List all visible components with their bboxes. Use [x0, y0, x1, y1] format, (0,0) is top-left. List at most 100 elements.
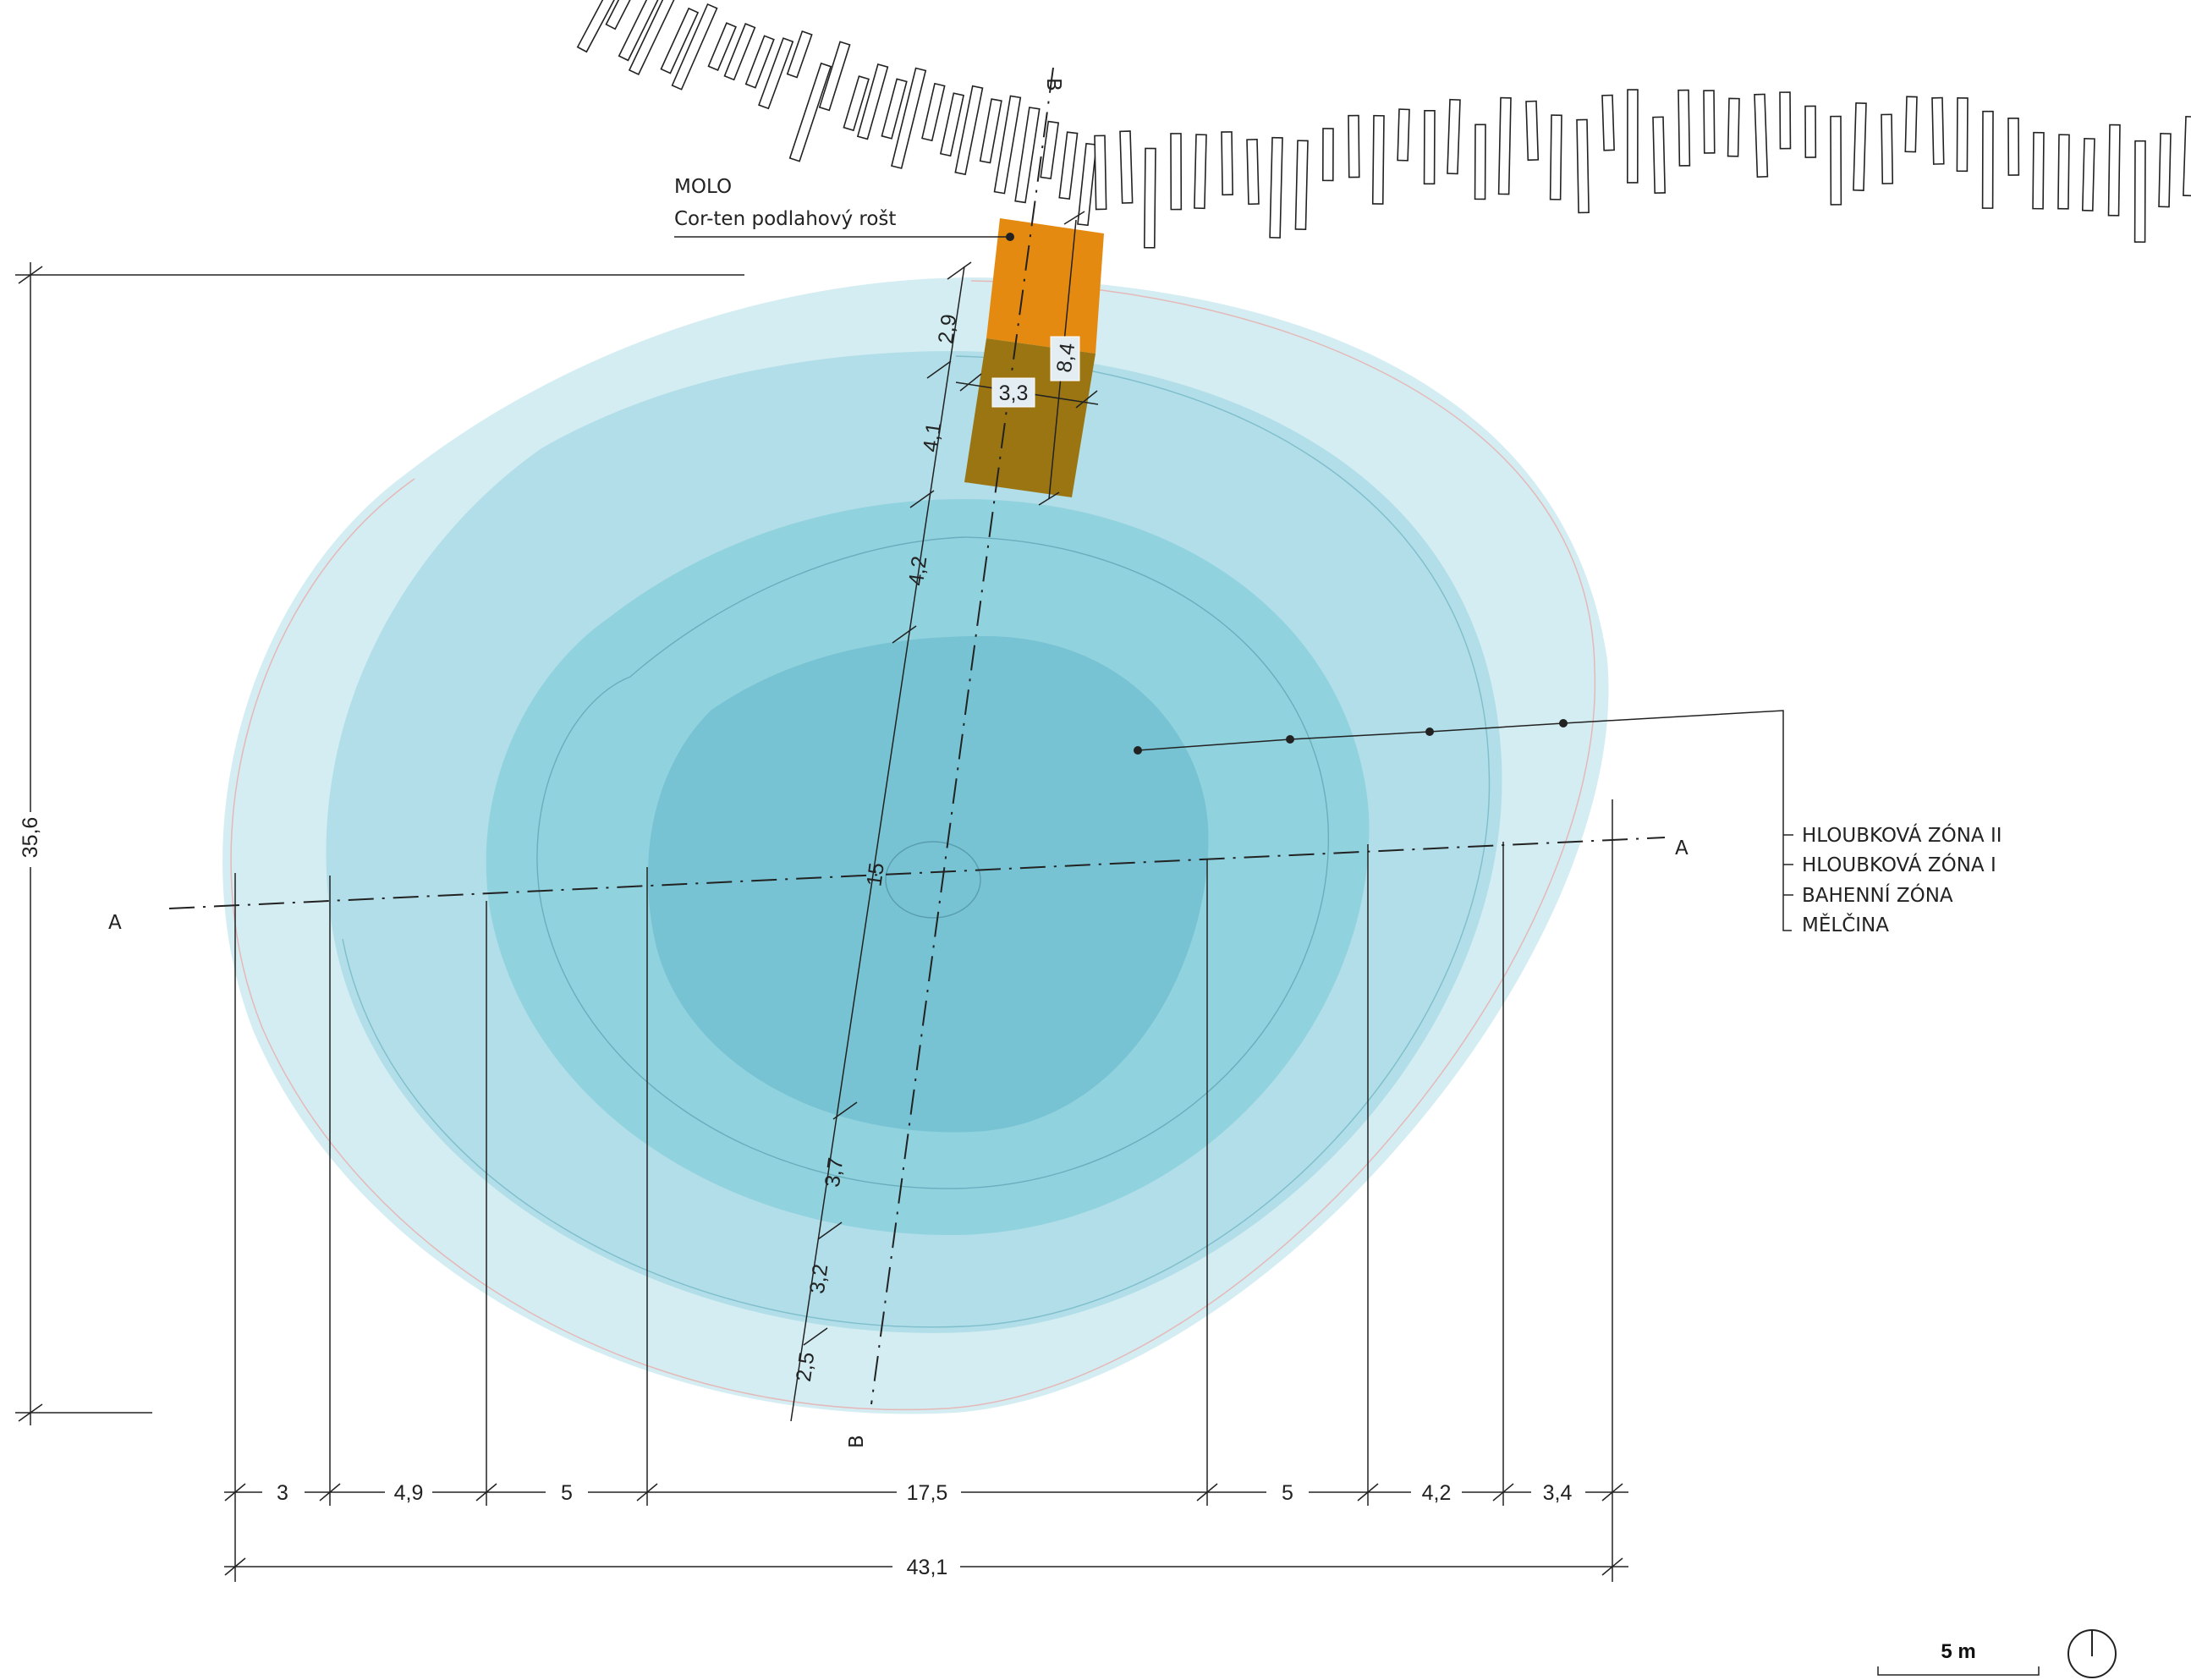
reed-post	[1077, 142, 1097, 227]
dim-h-3: 5	[561, 1481, 573, 1505]
pier-width-label: 3,3	[999, 382, 1029, 405]
pier-subtitle: Cor-ten podlahový rošt	[674, 208, 896, 230]
zone-label-depth-1: HLOUBKOVÁ ZÓNA I	[1802, 853, 1996, 876]
section-a-right-label: A	[1675, 837, 1689, 859]
dim-b-3: 4,2	[904, 555, 932, 587]
pier-title: MOLO	[674, 176, 732, 198]
zone-shallow-outline	[230, 280, 1596, 1411]
reed-post	[1423, 109, 1436, 185]
reed-post	[744, 35, 775, 89]
zone-callout: HLOUBKOVÁ ZÓNA II HLOUBKOVÁ ZÓNA I BAHEN…	[1134, 710, 2002, 936]
dim-b-center: 15	[862, 861, 889, 887]
section-axis-a	[168, 837, 1666, 909]
reed-post	[993, 95, 1022, 195]
dim-b-6: 2,5	[792, 1351, 820, 1383]
reed-post	[1956, 97, 1969, 173]
reed-post	[1058, 131, 1079, 200]
dim-b-2: 4,1	[919, 421, 947, 453]
reed-post	[1931, 96, 1945, 165]
reed-post	[1830, 115, 1842, 206]
reed-post	[1040, 120, 1060, 180]
reed-post	[1397, 108, 1410, 162]
pier-length-label: 8,4	[1052, 342, 1080, 374]
reed-post	[1703, 90, 1716, 154]
reed-post	[2158, 133, 2172, 208]
zone-label-depth-2: HLOUBKOVÁ ZÓNA II	[1802, 823, 2002, 847]
reed-post	[660, 7, 700, 74]
reed-post	[1321, 128, 1334, 182]
reed-post	[1447, 98, 1461, 175]
reed-post	[758, 37, 794, 110]
reed-planting	[576, 0, 2191, 249]
reed-post	[1294, 140, 1309, 231]
reed-post	[843, 75, 870, 132]
height-total-label: 35,6	[19, 817, 42, 859]
zone-depth-2	[647, 635, 1209, 1133]
reed-post	[576, 0, 623, 53]
pier-on-land	[986, 218, 1104, 354]
width-total-label: 43,1	[907, 1556, 948, 1579]
dim-h-2: 4,9	[394, 1481, 424, 1505]
reed-post	[1194, 134, 1207, 210]
width-dimension-chain: 3 4,9 5 17,5 5 4,2 3,4 43,1	[224, 799, 1628, 1582]
height-dimension: 35,6	[18, 262, 43, 1425]
dim-h-4: 17,5	[907, 1481, 948, 1505]
reed-post	[954, 85, 984, 176]
reed-post	[788, 62, 832, 162]
reed-post	[2007, 117, 2020, 176]
reed-post	[1727, 97, 1740, 157]
reed-post	[891, 67, 927, 169]
reed-post	[818, 41, 851, 112]
reed-post	[939, 92, 965, 157]
dim-b-4: 3,7	[821, 1156, 848, 1189]
dim-h-1: 3	[277, 1481, 288, 1505]
reed-post	[1652, 116, 1667, 195]
reed-post	[1143, 147, 1156, 249]
section-axis-b	[870, 67, 1054, 1405]
reed-post	[856, 63, 889, 140]
dim-h-6: 4,2	[1422, 1481, 1452, 1505]
dim-b-5: 3,2	[805, 1263, 833, 1295]
reed-post	[1779, 91, 1792, 150]
reed-post	[2081, 138, 2095, 211]
reed-post	[1627, 89, 1639, 184]
dim-ticks	[224, 1483, 1623, 1576]
reed-post	[1474, 124, 1486, 200]
reed-post	[1853, 102, 1867, 191]
scale-bar: 5 m	[1877, 1640, 2040, 1676]
zone-label-shallow: MĚLČINA	[1802, 913, 1889, 936]
pier-length-label-box	[1050, 336, 1080, 382]
reed-post	[2133, 140, 2146, 243]
reed-post	[1119, 130, 1134, 204]
section-b-bottom-label: B	[846, 1435, 868, 1448]
axis-b-dimension-chain: 2,9 4,1 4,2 15 3,7 3,2 2,5	[790, 261, 972, 1422]
reed-post	[1981, 110, 1994, 209]
section-a-left-label: A	[108, 912, 122, 934]
zone-mud-outline	[342, 355, 1491, 1328]
reed-post	[671, 3, 718, 91]
reed-post	[2183, 115, 2191, 197]
section-b-top-label: B	[1042, 78, 1064, 91]
reed-post	[1549, 114, 1562, 200]
reed-post	[1269, 136, 1283, 239]
reed-post	[1497, 96, 1512, 195]
reed-post	[1804, 105, 1817, 158]
dim-h-7: 3,4	[1543, 1481, 1573, 1505]
reed-post	[881, 78, 908, 140]
water-zones	[222, 277, 1609, 1414]
reed-post	[1094, 135, 1107, 211]
reed-post	[628, 0, 680, 76]
zone-label-mud: BAHENNÍ ZÓNA	[1802, 883, 1953, 907]
dim-b-1: 2,9	[934, 313, 962, 345]
reed-post	[979, 98, 1002, 164]
reed-post	[1678, 89, 1691, 167]
reed-post	[605, 0, 642, 30]
reed-post	[2057, 134, 2070, 210]
reed-post	[1348, 114, 1360, 178]
reed-post	[1601, 94, 1615, 151]
reed-post	[1576, 118, 1590, 214]
reed-post	[1371, 114, 1385, 205]
reed-post	[2032, 131, 2045, 210]
reed-post	[1014, 107, 1041, 204]
